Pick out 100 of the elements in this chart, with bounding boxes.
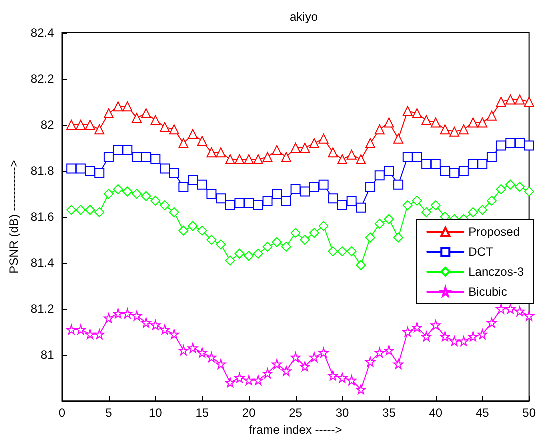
point: [132, 189, 142, 200]
point: [506, 94, 516, 105]
point: [486, 196, 497, 206]
point: [300, 186, 310, 197]
y-tick-label: 82.2: [30, 72, 55, 86]
point: [328, 148, 338, 158]
point: [506, 180, 516, 190]
point: [394, 180, 404, 190]
point: [76, 120, 86, 130]
point: [94, 329, 105, 340]
point: [496, 184, 506, 194]
point: [422, 115, 432, 126]
x-tick-label: 25: [289, 406, 303, 420]
point: [468, 332, 478, 342]
y-tick-label: 81.2: [30, 302, 55, 316]
point: [524, 97, 534, 108]
point: [76, 164, 86, 174]
point: [309, 138, 320, 148]
y-tick-label: 81.6: [30, 210, 55, 224]
x-axis-title: frame index ----->: [249, 423, 342, 437]
point: [412, 196, 422, 206]
point: [346, 375, 357, 386]
point: [430, 118, 441, 128]
point: [384, 118, 394, 128]
x-tick-label: 35: [382, 406, 396, 420]
point: [281, 242, 292, 252]
point: [197, 136, 208, 146]
point: [272, 189, 282, 200]
point: [132, 310, 142, 321]
point: [506, 138, 516, 148]
point: [524, 310, 534, 321]
point: [338, 373, 348, 384]
point: [356, 154, 366, 165]
point: [496, 140, 506, 151]
point: [225, 200, 236, 211]
point: [66, 120, 77, 130]
point: [318, 134, 329, 144]
point: [346, 196, 357, 206]
point: [188, 175, 198, 186]
point: [206, 189, 217, 200]
point: [309, 182, 320, 192]
point: [422, 207, 432, 218]
point: [234, 198, 245, 208]
point: [104, 189, 114, 200]
point: [440, 166, 450, 176]
point: [160, 164, 170, 174]
point: [300, 143, 310, 154]
point: [468, 207, 478, 218]
point: [281, 366, 292, 376]
point: [496, 97, 506, 108]
chart-title: akiyo: [290, 10, 318, 24]
point: [440, 332, 450, 342]
point: [244, 198, 254, 208]
point: [318, 348, 329, 358]
point: [356, 260, 366, 270]
point: [104, 313, 114, 324]
x-tick-label: 50: [522, 406, 536, 420]
point: [412, 322, 422, 332]
point: [76, 205, 86, 216]
point: [94, 168, 105, 178]
point: [346, 246, 357, 257]
point: [281, 196, 292, 206]
x-tick-label: 20: [242, 406, 256, 420]
point: [150, 154, 161, 165]
y-tick-label: 81.4: [30, 256, 55, 270]
point: [412, 152, 422, 162]
legend-label: Lanczos-3: [468, 265, 524, 279]
point: [468, 118, 478, 128]
point: [309, 228, 320, 238]
y-tick-label: 82: [40, 118, 55, 132]
point: [422, 332, 432, 342]
point: [290, 143, 301, 154]
y-tick-label: 81: [40, 348, 55, 362]
point: [206, 148, 217, 158]
point: [328, 194, 338, 204]
point: [412, 108, 422, 119]
point: [366, 232, 376, 243]
point: [132, 152, 142, 162]
point: [478, 118, 488, 128]
point: [402, 200, 413, 211]
point: [524, 186, 534, 197]
point: [486, 152, 497, 162]
point: [188, 221, 198, 232]
point: [253, 154, 264, 165]
point: [496, 304, 506, 314]
point: [141, 108, 152, 119]
point: [374, 170, 385, 181]
point: [281, 152, 292, 162]
point: [366, 182, 376, 192]
point: [430, 320, 441, 330]
point: [253, 200, 264, 211]
point: [262, 242, 273, 252]
point: [178, 226, 189, 236]
point: [514, 138, 525, 148]
point: [197, 348, 208, 358]
point: [234, 373, 245, 384]
point: [160, 324, 170, 335]
point: [328, 246, 338, 257]
point: [188, 343, 198, 354]
point: [160, 200, 170, 211]
